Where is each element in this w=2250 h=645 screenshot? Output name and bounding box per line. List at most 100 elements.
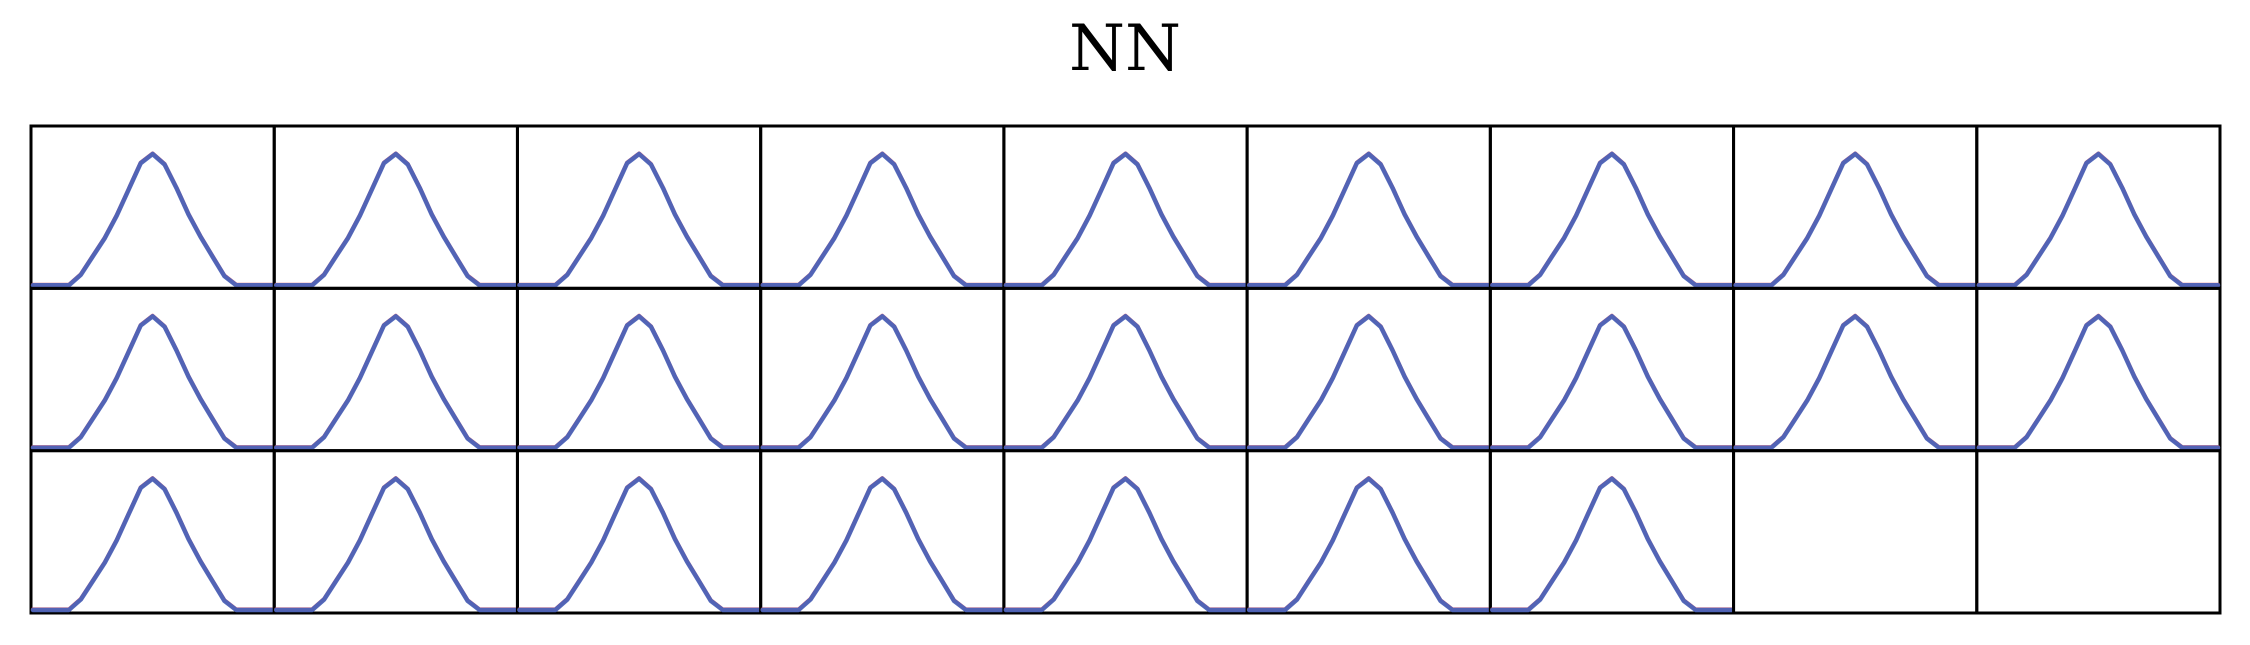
series-2-line — [760, 476, 1005, 613]
series-1-line — [760, 151, 1004, 287]
panel-frame — [1975, 286, 2222, 453]
panel-14 — [1002, 286, 1249, 453]
panel-21 — [515, 449, 763, 615]
series-1-line — [274, 476, 518, 612]
panel-frame — [272, 124, 519, 290]
panel-12 — [515, 286, 763, 453]
series-1-line — [31, 313, 275, 450]
panel-27 — [1975, 449, 2222, 615]
panel-frame — [1488, 286, 1736, 453]
series-2-line — [517, 476, 761, 613]
series-1-line — [1490, 151, 1734, 287]
series-2-line — [1733, 151, 1978, 288]
series-2-line — [1976, 314, 2221, 450]
panel-frame — [29, 449, 276, 615]
panel-26 — [1732, 449, 1979, 615]
panel-frame — [759, 286, 1006, 453]
panel-2 — [272, 124, 519, 290]
series-1-line — [1003, 151, 1248, 287]
panel-1 — [29, 124, 276, 290]
panel-5 — [1002, 124, 1249, 290]
panel-frame — [1245, 286, 1492, 453]
series-2-line — [1490, 151, 1734, 288]
panel-frame — [272, 449, 519, 615]
series-1-line — [760, 313, 1004, 450]
panel-4 — [759, 124, 1006, 290]
series-2-line — [1003, 476, 1248, 613]
panel-frame — [29, 286, 276, 453]
panel-frame — [1002, 449, 1249, 615]
series-1-line — [1247, 151, 1491, 287]
series-1-line — [517, 313, 761, 450]
panel-23 — [1002, 449, 1249, 615]
panel-20 — [272, 449, 519, 615]
panel-19 — [29, 449, 276, 615]
series-2-line — [517, 314, 761, 450]
panel-frame — [1488, 449, 1736, 615]
panel-frame — [1975, 124, 2222, 290]
panel-frame — [1245, 449, 1492, 615]
series-1-line — [1490, 476, 1734, 612]
series-1-line — [1733, 151, 1977, 287]
series-1-line — [1976, 313, 2220, 450]
panel-17 — [1732, 286, 1979, 453]
panel-frame — [1732, 124, 1979, 290]
series-2-line — [273, 314, 518, 450]
series-1-line — [1247, 476, 1491, 612]
panel-frame — [29, 124, 276, 290]
panel-frame — [1975, 449, 2222, 615]
series-2-line — [1246, 151, 1491, 288]
panel-22 — [759, 449, 1006, 615]
series-2-line — [30, 151, 275, 288]
panel-frame — [515, 449, 763, 615]
panel-10 — [29, 286, 276, 453]
series-1-line — [1247, 313, 1491, 450]
series-1-line — [1003, 476, 1248, 612]
series-2-line — [30, 314, 275, 450]
series-2-line — [30, 476, 275, 613]
series-2-line — [1733, 314, 1978, 450]
series-2-line — [1003, 314, 1248, 450]
panel-frame — [1002, 124, 1249, 290]
series-2-line — [760, 151, 1005, 288]
series-2-line — [760, 314, 1005, 450]
chart-title: NN — [1069, 12, 1181, 86]
series-2-line — [1490, 476, 1734, 613]
panel-25 — [1488, 449, 1736, 615]
panel-frame — [272, 286, 519, 453]
series-1-line — [31, 151, 275, 287]
series-2-line — [273, 476, 518, 613]
series-1-line — [760, 476, 1004, 612]
series-1-line — [31, 476, 275, 612]
panel-frame — [1488, 124, 1736, 290]
series-1-line — [1003, 313, 1248, 450]
series-1-line — [517, 476, 761, 612]
series-1-line — [274, 313, 518, 450]
series-2-line — [1976, 151, 2221, 288]
series-2-line — [1246, 476, 1491, 613]
series-1-line — [1976, 151, 2220, 287]
panel-7 — [1488, 124, 1736, 290]
series-2-line — [517, 151, 761, 288]
series-1-line — [1490, 313, 1734, 450]
panel-frame — [759, 449, 1006, 615]
series-2-line — [1490, 314, 1734, 450]
panel-6 — [1245, 124, 1492, 290]
series-2-line — [1003, 151, 1248, 288]
panel-frame — [759, 124, 1006, 290]
series-1-line — [274, 151, 518, 287]
panel-16 — [1488, 286, 1736, 453]
panel-15 — [1245, 286, 1492, 453]
series-1-line — [517, 151, 761, 287]
panel-11 — [272, 286, 519, 453]
panel-8 — [1732, 124, 1979, 290]
panel-frame — [515, 286, 763, 453]
panel-3 — [515, 124, 763, 290]
series-1-line — [1733, 313, 1977, 450]
panel-24 — [1245, 449, 1492, 615]
panel-18 — [1975, 286, 2222, 453]
panel-13 — [759, 286, 1006, 453]
panel-frame — [1732, 449, 1979, 615]
panel-frame — [1245, 124, 1492, 290]
